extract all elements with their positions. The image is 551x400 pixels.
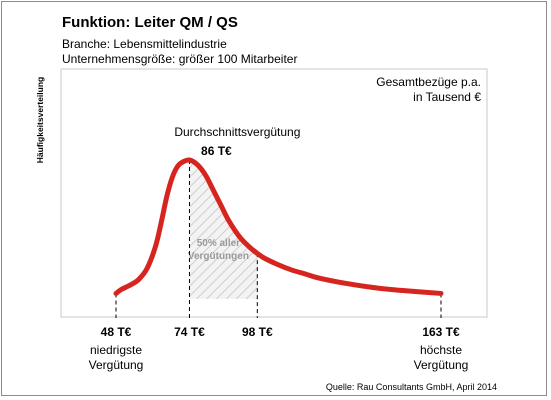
industry-text: Branche: Lebensmittelindustrie xyxy=(62,37,227,51)
marker-value-label: 98 T€ xyxy=(242,325,273,339)
marker-value-label: 163 T€ xyxy=(422,325,460,339)
average-value: 86 T€ xyxy=(201,144,232,158)
band-label-line: 50% aller xyxy=(197,238,240,249)
marker-value-label: 48 T€ xyxy=(101,325,132,339)
chart-title: Funktion: Leiter QM / QS xyxy=(62,14,238,31)
source-note: Quelle: Rau Consultants GmbH, April 2014 xyxy=(326,382,497,392)
marker-lines xyxy=(115,160,442,318)
chart-frame xyxy=(1,1,547,396)
average-label: Durchschnittsvergütung xyxy=(174,125,300,139)
unit-label-line-2: in Tausend € xyxy=(413,90,481,104)
distribution-curve xyxy=(113,157,444,296)
plot-area xyxy=(60,68,488,318)
band-label-line: Vergütungen xyxy=(188,251,249,262)
company-size-text: Unternehmensgröße: größer 100 Mitarbeite… xyxy=(62,52,297,66)
marker-caption: Vergütung xyxy=(414,358,469,372)
interquartile-band: 50% aller Vergütungen xyxy=(188,160,258,299)
marker-caption: Vergütung xyxy=(89,358,144,372)
y-axis-label: Häufigkeitsverteilung xyxy=(35,77,45,163)
marker-caption: höchste xyxy=(420,343,462,357)
unit-label-line-1: Gesamtbezüge p.a. xyxy=(376,75,481,89)
band-hatch-fill xyxy=(189,160,258,299)
marker-caption: niedrigste xyxy=(90,343,142,357)
marker-value-label: 74 T€ xyxy=(174,325,205,339)
